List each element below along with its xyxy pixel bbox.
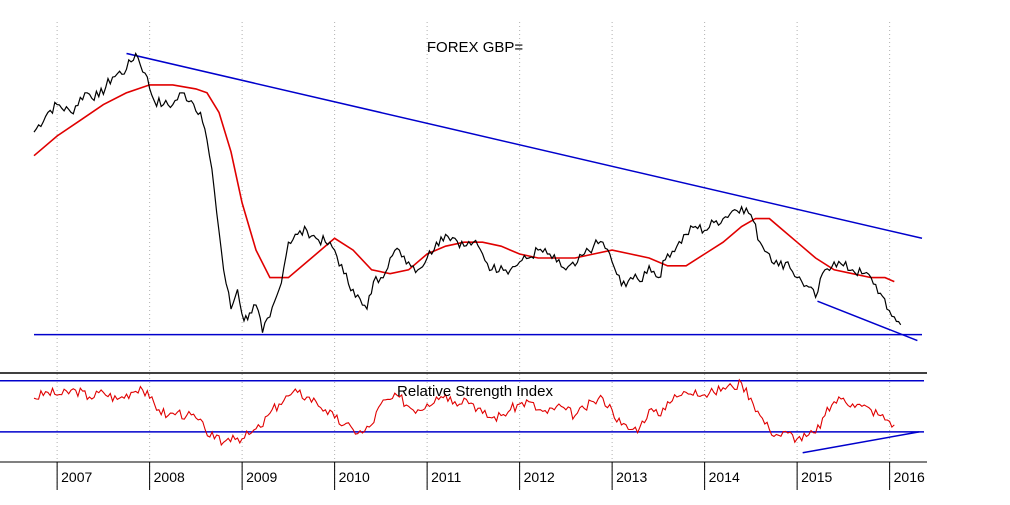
year-label-2013: 2013 bbox=[616, 469, 647, 485]
rsi-line bbox=[33, 378, 895, 447]
price-plot-area bbox=[33, 52, 923, 342]
year-label-2008: 2008 bbox=[154, 469, 185, 485]
trendline-upper-resistance bbox=[126, 52, 923, 240]
year-label-2014: 2014 bbox=[709, 469, 740, 485]
year-label-2009: 2009 bbox=[246, 469, 277, 485]
year-label-2012: 2012 bbox=[524, 469, 555, 485]
axes: 1.41.51.61.71.81.92.02.15020072008200920… bbox=[0, 372, 927, 490]
year-label-2016: 2016 bbox=[894, 469, 925, 485]
year-label-2015: 2015 bbox=[801, 469, 832, 485]
rsi-trendline bbox=[802, 431, 920, 454]
price-chart-title: FOREX GBP= bbox=[427, 39, 524, 56]
rsi-chart-title: Relative Strength Index bbox=[397, 383, 553, 400]
rsi-panel bbox=[0, 378, 924, 454]
trendline-lower-channel bbox=[817, 300, 918, 342]
year-label-2010: 2010 bbox=[339, 469, 370, 485]
price-line bbox=[33, 52, 902, 333]
year-label-2011: 2011 bbox=[431, 469, 461, 485]
year-label-2007: 2007 bbox=[61, 469, 92, 485]
moving-average-line bbox=[33, 84, 895, 283]
rsi-plot-area bbox=[0, 378, 924, 454]
price-panel bbox=[33, 52, 923, 342]
